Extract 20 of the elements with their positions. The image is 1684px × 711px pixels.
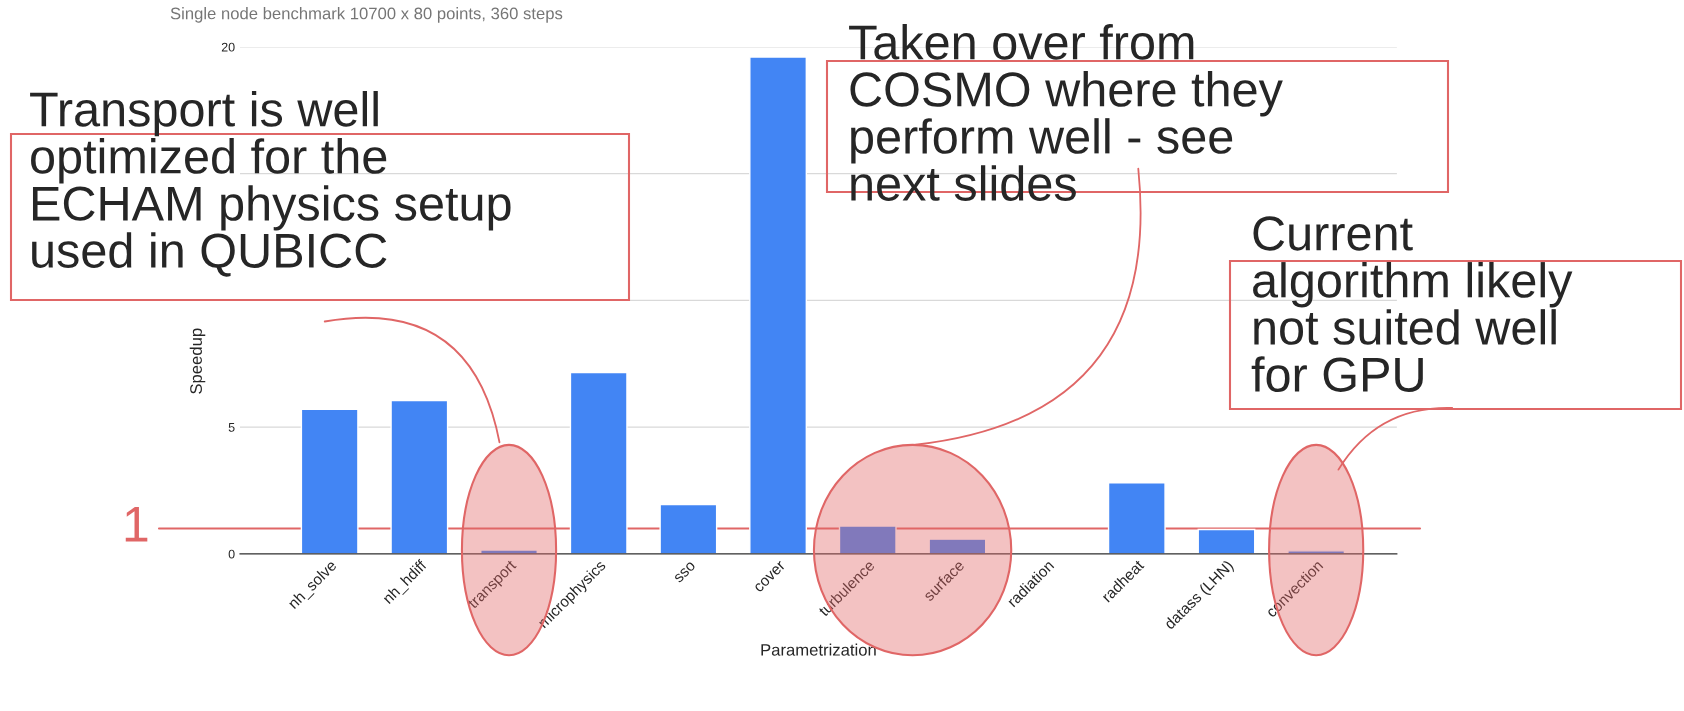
bar (300, 408, 359, 554)
bar (928, 538, 987, 554)
y-tick-label: 20 (221, 42, 235, 52)
bar (659, 503, 718, 554)
bar (390, 399, 449, 554)
y-tick-label: 5 (228, 423, 235, 432)
bar (569, 371, 628, 554)
ref-line-label: 1 (125, 507, 148, 542)
y-tick-label: 0 (228, 549, 235, 559)
x-axis-title: Parametrization (761, 643, 876, 656)
annotation: Current algorithm likely not suited well for GPU (1251, 216, 1573, 392)
bar (1107, 482, 1166, 554)
bar (1197, 528, 1256, 554)
bar (838, 525, 897, 554)
y-axis-title: Speedup (189, 328, 206, 394)
annotation: Transport is well optimized for the ECHAM physics setup used in QUBICC (30, 91, 511, 277)
x-tick-label: sso (673, 561, 696, 584)
bar (749, 56, 808, 554)
chart-title: Single node benchmark 10700 x 80 points, 360 steps (170, 7, 563, 23)
bar (480, 549, 538, 554)
